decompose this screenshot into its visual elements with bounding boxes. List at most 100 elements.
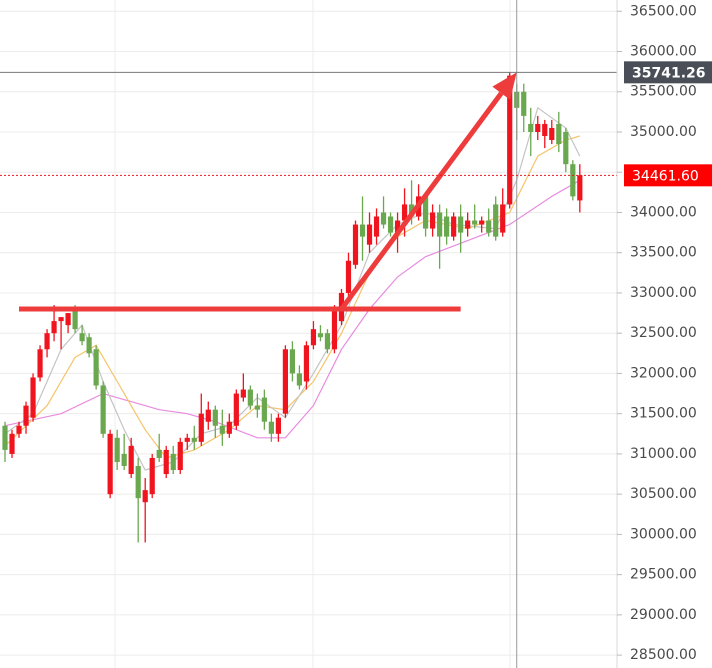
candle-body bbox=[444, 216, 450, 237]
last-price-label: 34461.60 bbox=[632, 168, 699, 184]
candle-body bbox=[177, 441, 183, 471]
y-tick-label: 36000.00 bbox=[630, 44, 697, 60]
candle-body bbox=[507, 75, 513, 205]
arrow-shaft bbox=[339, 91, 504, 311]
candle-body bbox=[93, 349, 99, 386]
crosshair-label: 35741.26 bbox=[632, 65, 706, 81]
y-tick-label: 32500.00 bbox=[630, 325, 697, 341]
y-tick-label: 31000.00 bbox=[630, 446, 697, 462]
candle-body bbox=[149, 457, 155, 495]
crosshair-label-box bbox=[624, 61, 712, 84]
y-tick-label: 30000.00 bbox=[630, 526, 697, 542]
candle-body bbox=[30, 377, 36, 418]
candle-body bbox=[542, 123, 548, 137]
candle-body bbox=[528, 123, 534, 132]
candle-body bbox=[577, 175, 583, 201]
y-tick-label: 34000.00 bbox=[630, 204, 697, 220]
candle-body bbox=[373, 216, 380, 237]
candle-body bbox=[205, 409, 211, 422]
candle-body bbox=[521, 91, 527, 116]
candle-body bbox=[86, 337, 92, 354]
candle-body bbox=[254, 405, 260, 410]
y-tick-label: 35000.00 bbox=[630, 124, 697, 140]
arrow-head bbox=[492, 72, 517, 100]
candle-body bbox=[79, 333, 85, 342]
candle-body bbox=[303, 345, 310, 382]
candle-body bbox=[563, 131, 569, 165]
candle-body bbox=[535, 123, 541, 132]
candle-body bbox=[472, 220, 478, 225]
candle-body bbox=[500, 204, 506, 233]
candle-body bbox=[387, 216, 394, 233]
candle-body bbox=[570, 164, 576, 197]
candle-body bbox=[191, 437, 197, 442]
candle-body bbox=[219, 425, 225, 434]
y-tick-label: 35500.00 bbox=[630, 84, 697, 100]
candle-body bbox=[51, 321, 57, 334]
candle-body bbox=[121, 453, 127, 466]
y-tick-label: 30500.00 bbox=[630, 486, 697, 502]
candle-body bbox=[114, 437, 120, 462]
candle-body bbox=[261, 397, 267, 422]
candle-body bbox=[163, 449, 169, 475]
candle-body bbox=[44, 333, 50, 350]
y-tick-label: 33500.00 bbox=[630, 245, 697, 261]
y-tick-label: 29500.00 bbox=[630, 567, 697, 583]
candle-body bbox=[198, 413, 204, 442]
candle-body bbox=[401, 204, 408, 221]
moving-average bbox=[4, 135, 580, 459]
candle-body bbox=[240, 389, 246, 398]
y-tick-label: 36500.00 bbox=[630, 3, 697, 19]
candle-body bbox=[359, 224, 366, 237]
candle-body bbox=[331, 309, 338, 350]
candle-body bbox=[451, 216, 457, 237]
candle-body bbox=[423, 196, 429, 229]
plot-area bbox=[0, 0, 617, 668]
candle-body bbox=[345, 260, 352, 293]
candle-body bbox=[317, 333, 324, 338]
candle-body bbox=[394, 220, 401, 233]
last-price-box bbox=[624, 164, 712, 187]
candle-body bbox=[142, 490, 148, 503]
candle-body bbox=[16, 425, 22, 434]
grid bbox=[0, 10, 617, 656]
candle-body bbox=[100, 385, 106, 434]
candle-body bbox=[212, 409, 218, 426]
candle-body bbox=[458, 216, 464, 233]
candle-body bbox=[549, 127, 555, 141]
candle-body bbox=[184, 437, 190, 442]
candle-body bbox=[226, 421, 232, 434]
candle-body bbox=[352, 224, 359, 265]
candle-body bbox=[282, 349, 288, 414]
candle-body bbox=[128, 445, 134, 475]
candle-body bbox=[324, 333, 331, 350]
candle-body bbox=[170, 453, 176, 471]
moving-average bbox=[4, 179, 581, 439]
candle-body bbox=[268, 421, 274, 434]
candle-body bbox=[135, 465, 141, 499]
candle-body bbox=[493, 204, 499, 237]
candle-body bbox=[465, 220, 471, 229]
candle-body bbox=[380, 212, 387, 225]
candle-body bbox=[296, 373, 303, 386]
candle-body bbox=[366, 224, 373, 245]
candle-body bbox=[437, 212, 443, 237]
candle-body bbox=[275, 417, 281, 434]
y-tick-label: 33000.00 bbox=[630, 285, 697, 301]
candle-body bbox=[37, 349, 43, 378]
moving-average bbox=[4, 106, 581, 471]
y-tick-label: 28500.00 bbox=[630, 647, 697, 663]
candle-body bbox=[430, 212, 436, 229]
y-tick-label: 29000.00 bbox=[630, 607, 697, 623]
candle-body bbox=[156, 449, 162, 458]
candle-body bbox=[247, 389, 253, 406]
candle-body bbox=[23, 405, 29, 426]
candle-body bbox=[72, 309, 78, 330]
candle-body bbox=[9, 433, 15, 454]
candle-body bbox=[289, 349, 296, 374]
candle-body bbox=[486, 220, 492, 233]
candle-body bbox=[233, 393, 239, 426]
y-tick-label: 31500.00 bbox=[630, 406, 697, 422]
y-tick-label: 32000.00 bbox=[630, 365, 697, 381]
